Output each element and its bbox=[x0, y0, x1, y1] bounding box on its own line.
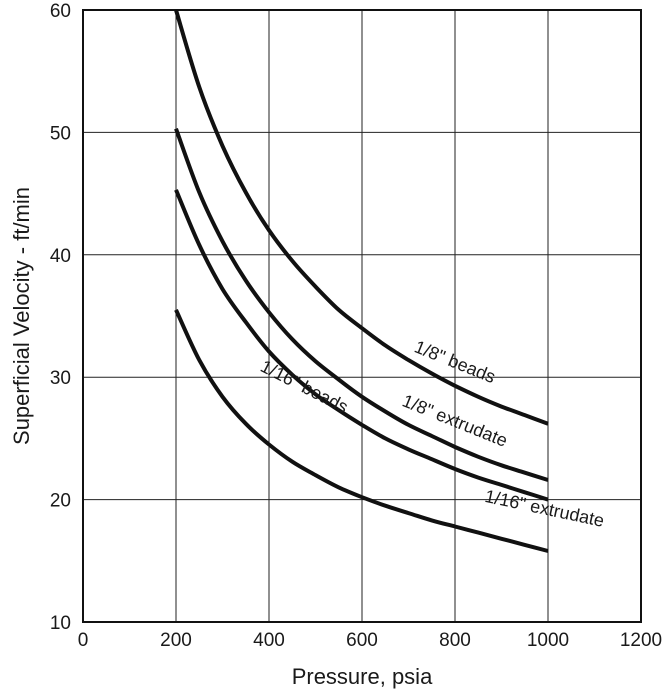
x-tick-label: 1000 bbox=[527, 630, 569, 651]
x-tick-label: 800 bbox=[439, 630, 471, 651]
x-tick-label: 0 bbox=[78, 630, 89, 651]
series-line-4 bbox=[174, 309, 549, 553]
series-line-2 bbox=[174, 128, 549, 482]
series-label-3: 1/16" beads bbox=[257, 356, 351, 417]
plot-frame bbox=[82, 9, 642, 623]
series-curves bbox=[174, 9, 549, 553]
y-tick-label: 50 bbox=[50, 123, 71, 144]
tick-labels: 0 200 400 600 800 1000 1200 10 20 30 40 50 60 bbox=[50, 1, 662, 651]
x-tick-label: 600 bbox=[346, 630, 378, 651]
y-tick-label: 10 bbox=[50, 613, 71, 634]
series-label-4: 1/16" extrudate bbox=[483, 486, 606, 531]
y-tick-label: 60 bbox=[50, 1, 71, 22]
series-line-1 bbox=[174, 9, 549, 426]
y-tick-label: 40 bbox=[50, 246, 71, 267]
y-tick-label: 30 bbox=[50, 368, 71, 389]
x-tick-label: 200 bbox=[160, 630, 192, 651]
y-axis-title: Superficial Velocity - ft/min bbox=[9, 187, 34, 445]
x-tick-label: 400 bbox=[253, 630, 285, 651]
x-tick-label: 1200 bbox=[620, 630, 662, 651]
series-line-3 bbox=[174, 189, 549, 502]
grid-lines bbox=[83, 10, 641, 622]
x-axis-title: Pressure, psia bbox=[292, 664, 433, 689]
y-tick-label: 20 bbox=[50, 491, 71, 512]
